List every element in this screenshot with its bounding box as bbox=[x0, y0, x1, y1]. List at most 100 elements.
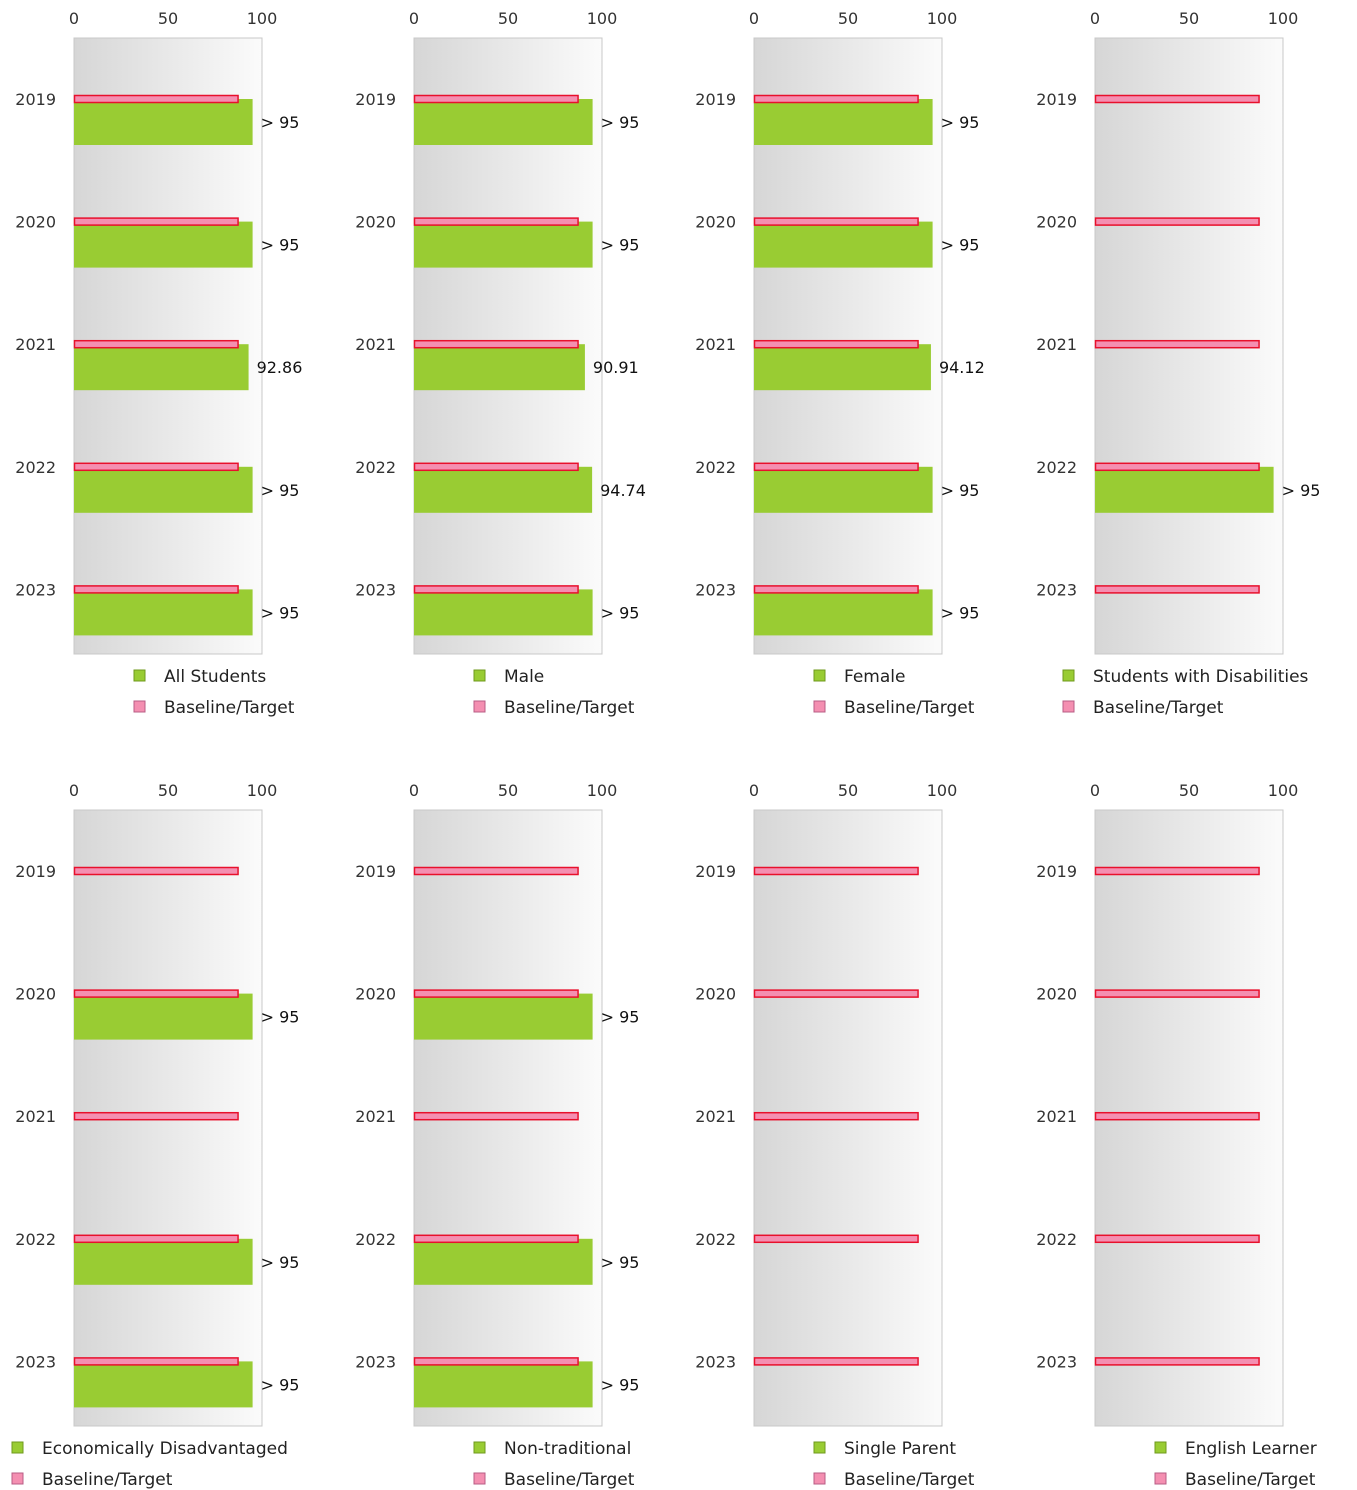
category-label: 2023 bbox=[1036, 580, 1077, 599]
bar-all-students bbox=[74, 466, 253, 513]
x-tick-label: 100 bbox=[247, 781, 278, 800]
x-tick-label: 0 bbox=[69, 9, 79, 28]
x-tick-label: 0 bbox=[409, 781, 419, 800]
chart-panel-6: 0 50 100 2019 2020 > 95 2021 2022 > 95 2023 > 95 No… bbox=[355, 781, 639, 1490]
bar-baseline-target bbox=[1094, 94, 1260, 104]
category-label: 2022 bbox=[15, 458, 56, 477]
category-label: 2020 bbox=[355, 213, 396, 232]
x-tick-label: 0 bbox=[1090, 781, 1100, 800]
data-label: > 95 bbox=[601, 603, 640, 622]
bar-baseline-target bbox=[73, 339, 239, 349]
chart-panel-1: 0 50 100 2019 > 95 2020 > 95 2021 92.86 2022 > 95 2… bbox=[15, 9, 302, 718]
legend-label: Non-traditional bbox=[504, 1439, 631, 1459]
category-label: 2020 bbox=[355, 985, 396, 1004]
data-label: > 95 bbox=[941, 236, 980, 255]
category-label: 2023 bbox=[15, 580, 56, 599]
bar-baseline-target bbox=[753, 1234, 919, 1244]
bar-non-traditional bbox=[414, 1238, 593, 1285]
category-label: 2020 bbox=[695, 985, 736, 1004]
category-label: 2021 bbox=[355, 335, 396, 354]
bar-male bbox=[414, 344, 585, 391]
bar-baseline-target bbox=[1094, 989, 1260, 998]
category-label: 2023 bbox=[1036, 1352, 1077, 1371]
legend-swatch bbox=[1062, 669, 1075, 682]
bar-baseline-target bbox=[753, 94, 919, 104]
bar-all-students bbox=[74, 589, 253, 636]
data-label: 94.12 bbox=[939, 358, 985, 377]
category-label: 2023 bbox=[355, 1352, 396, 1371]
bar-baseline-target bbox=[73, 462, 239, 472]
bar-baseline-target bbox=[753, 1111, 919, 1121]
chart-panel-8: 0 50 100 2019 2020 2021 2022 2023 English Learne… bbox=[1036, 781, 1316, 1490]
bar-male bbox=[414, 466, 593, 513]
bar-baseline-target bbox=[753, 462, 919, 472]
bar-baseline-target bbox=[1094, 1357, 1260, 1366]
bar-non-traditional bbox=[414, 993, 593, 1040]
category-label: 2023 bbox=[695, 580, 736, 599]
legend-label: Male bbox=[504, 667, 544, 687]
bar-baseline-target bbox=[73, 989, 239, 998]
legend-swatch bbox=[11, 1441, 24, 1454]
data-label: > 95 bbox=[601, 1008, 640, 1027]
bar-male bbox=[414, 589, 593, 636]
bar-baseline-target bbox=[753, 866, 919, 876]
x-tick-label: 100 bbox=[927, 781, 958, 800]
legend-label: Baseline/Target bbox=[1093, 698, 1224, 718]
data-label: > 95 bbox=[261, 481, 300, 500]
bar-baseline-target bbox=[73, 94, 239, 104]
legend-label: All Students bbox=[164, 667, 266, 687]
category-label: 2021 bbox=[1036, 335, 1077, 354]
bar-female bbox=[754, 466, 933, 513]
bar-baseline-target bbox=[1094, 217, 1260, 226]
legend-label: Baseline/Target bbox=[504, 1470, 635, 1490]
legend-swatch bbox=[473, 1472, 486, 1485]
data-label: > 95 bbox=[261, 1375, 300, 1394]
bar-baseline-target bbox=[73, 217, 239, 226]
bar-baseline-target bbox=[73, 866, 239, 876]
bar-female bbox=[754, 99, 933, 145]
x-tick-label: 100 bbox=[587, 9, 618, 28]
bar-baseline-target bbox=[73, 1111, 239, 1121]
x-tick-label: 0 bbox=[1090, 9, 1100, 28]
data-label: > 95 bbox=[601, 113, 640, 132]
legend-swatch bbox=[1154, 1472, 1167, 1485]
x-tick-label: 100 bbox=[927, 9, 958, 28]
data-label: > 95 bbox=[261, 113, 300, 132]
bar-all-students bbox=[74, 99, 253, 145]
data-label: > 95 bbox=[601, 1375, 640, 1394]
category-label: 2021 bbox=[695, 1107, 736, 1126]
category-label: 2021 bbox=[1036, 1107, 1077, 1126]
category-label: 2023 bbox=[695, 1352, 736, 1371]
bar-baseline-target bbox=[1094, 1234, 1260, 1244]
bar-baseline-target bbox=[1094, 1111, 1260, 1121]
legend-swatch bbox=[813, 669, 826, 682]
x-tick-label: 100 bbox=[1268, 781, 1299, 800]
x-tick-label: 50 bbox=[838, 9, 858, 28]
bar-baseline-target bbox=[413, 866, 579, 876]
legend-swatch bbox=[473, 1441, 486, 1454]
data-label: 92.86 bbox=[257, 358, 303, 377]
category-label: 2020 bbox=[1036, 213, 1077, 232]
x-tick-label: 50 bbox=[1179, 781, 1199, 800]
legend-swatch bbox=[133, 669, 146, 682]
x-tick-label: 100 bbox=[1268, 9, 1299, 28]
data-label: > 95 bbox=[261, 603, 300, 622]
x-tick-label: 0 bbox=[749, 781, 759, 800]
bar-male bbox=[414, 221, 593, 268]
legend-label: Economically Disadvantaged bbox=[42, 1439, 288, 1459]
legend-label: Female bbox=[844, 667, 905, 687]
bar-female bbox=[754, 589, 933, 636]
chart-panel-4: 0 50 100 2019 2020 2021 2022 > 95 2023 Students w… bbox=[1036, 9, 1320, 718]
x-tick-label: 50 bbox=[158, 9, 178, 28]
data-label: > 95 bbox=[601, 1253, 640, 1272]
bar-economically-disadvantaged bbox=[74, 993, 253, 1040]
category-label: 2019 bbox=[15, 862, 56, 881]
x-tick-label: 0 bbox=[749, 9, 759, 28]
bar-female bbox=[754, 344, 931, 391]
category-label: 2021 bbox=[15, 335, 56, 354]
legend-swatch bbox=[1062, 700, 1075, 713]
legend-swatch bbox=[133, 700, 146, 713]
category-label: 2020 bbox=[15, 213, 56, 232]
x-tick-label: 50 bbox=[498, 781, 518, 800]
